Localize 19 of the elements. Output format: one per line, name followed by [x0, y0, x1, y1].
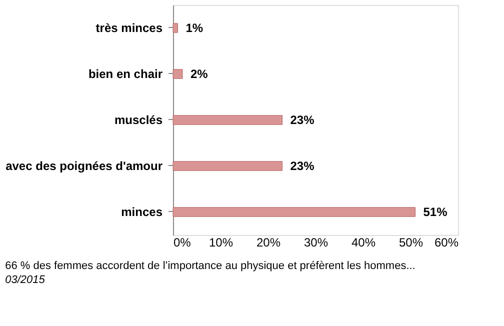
x-tick-label: 40% [351, 236, 376, 250]
y-tick-label: bien en chair [88, 67, 163, 81]
x-tick-label: 60% [434, 236, 459, 250]
data-label: 51% [423, 205, 448, 219]
data-label: 1% [186, 21, 204, 35]
x-tick-label: 20% [256, 236, 281, 250]
text: 03/2015 [5, 274, 46, 286]
x-tick-label: 10% [208, 236, 234, 250]
data-label: 23% [290, 159, 315, 173]
data-label: 2% [190, 67, 208, 81]
text: 66 % des femmes accordent de l’importance au physique et préfèrent les hommes... [5, 260, 416, 272]
y-tick-label: très minces [96, 21, 163, 35]
x-tick-label: 50% [398, 236, 424, 250]
y-tick-label: musclés [114, 113, 163, 127]
y-tick-label: minces [121, 205, 163, 219]
x-tick-label: 30% [304, 236, 328, 250]
data-label: 23% [290, 113, 315, 127]
x-tick-label: 0% [174, 236, 192, 250]
y-tick-label: avec des poignées d'amour [6, 159, 163, 173]
